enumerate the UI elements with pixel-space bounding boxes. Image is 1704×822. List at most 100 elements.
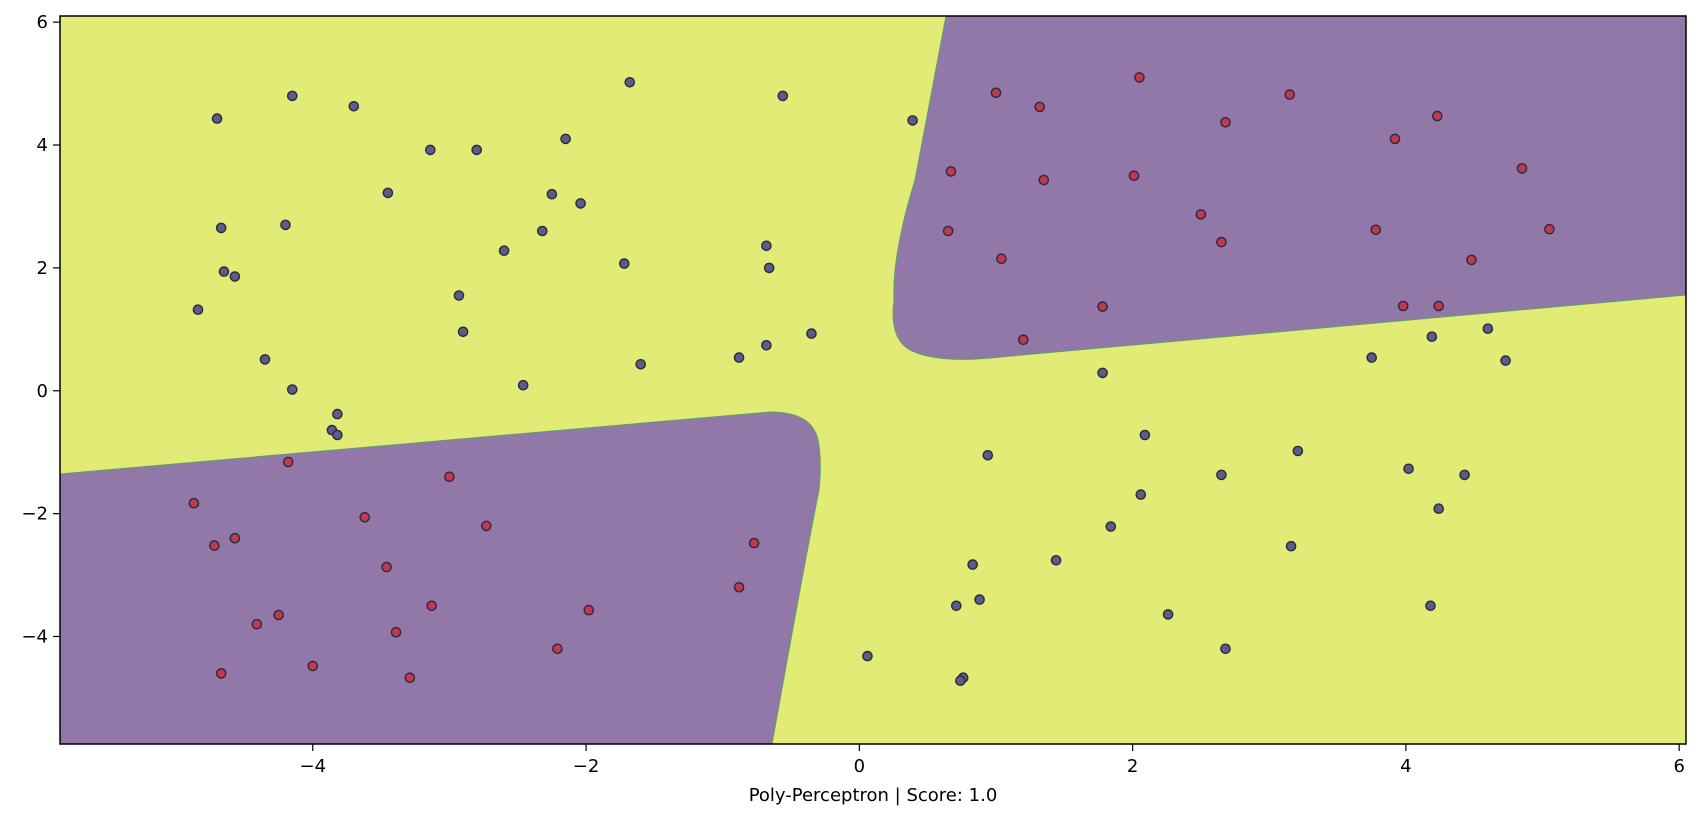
point-blue-37 (1500, 355, 1511, 366)
positive-class-region-upper-right (892, 16, 1686, 360)
point-blue-13 (280, 219, 291, 231)
point-red-32 (426, 600, 438, 612)
point-blue-47 (1105, 521, 1117, 532)
point-blue-30 (286, 384, 298, 395)
point-red-39 (215, 668, 227, 679)
point-blue-18 (763, 262, 775, 274)
y-tick-label: 4 (37, 135, 48, 156)
point-blue-35 (1482, 323, 1494, 335)
point-red-17 (1466, 254, 1477, 266)
point-blue-28 (635, 358, 647, 370)
point-red-22 (282, 456, 294, 468)
point-red-1 (1134, 72, 1145, 83)
point-red-3 (1034, 101, 1045, 113)
point-red-23 (444, 471, 455, 483)
point-blue-54 (1162, 609, 1174, 620)
point-blue-33 (332, 429, 343, 441)
point-blue-2 (348, 101, 360, 112)
point-blue-15 (761, 240, 772, 252)
point-red-37 (552, 643, 563, 655)
x-tick-label: −4 (300, 756, 327, 777)
point-red-24 (188, 497, 200, 509)
point-blue-16 (498, 245, 510, 256)
point-blue-51 (974, 594, 985, 605)
point-red-10 (1128, 170, 1140, 181)
point-blue-1 (211, 113, 223, 124)
point-red-20 (1433, 300, 1444, 312)
point-blue-41 (982, 449, 994, 461)
series-blue (192, 77, 1511, 687)
point-blue-3 (624, 77, 636, 88)
point-blue-38 (1097, 367, 1108, 379)
x-axis: −4 −2 0 2 4 6 (300, 744, 1685, 777)
point-blue-31 (332, 408, 343, 420)
point-red-30 (381, 561, 392, 573)
point-blue-20 (229, 271, 241, 282)
point-red-2 (1284, 89, 1295, 100)
point-red-26 (480, 520, 492, 532)
point-red-4 (1220, 117, 1231, 128)
point-blue-58 (955, 675, 966, 687)
point-blue-40 (1292, 445, 1304, 457)
point-blue-48 (1285, 540, 1297, 552)
point-red-18 (1097, 301, 1108, 312)
point-red-5 (1432, 110, 1443, 122)
point-red-28 (209, 540, 220, 551)
point-blue-19 (218, 266, 230, 277)
point-red-40 (404, 672, 416, 684)
point-blue-34 (1366, 352, 1377, 363)
point-blue-9 (382, 187, 394, 199)
y-tick-label: 6 (37, 12, 48, 33)
point-blue-44 (1459, 469, 1470, 481)
x-tick-label: −2 (573, 756, 600, 777)
point-blue-29 (517, 379, 529, 391)
point-red-11 (1195, 209, 1207, 220)
point-blue-46 (1433, 503, 1444, 515)
point-red-34 (273, 609, 284, 621)
point-red-38 (307, 660, 319, 672)
point-blue-56 (862, 650, 873, 662)
point-red-13 (1544, 223, 1555, 235)
point-red-19 (1397, 300, 1409, 312)
point-blue-7 (471, 144, 483, 156)
point-blue-12 (215, 222, 227, 234)
y-axis: −4 −2 0 2 4 6 (21, 12, 60, 647)
point-red-29 (748, 537, 760, 549)
point-blue-0 (286, 90, 298, 102)
point-red-35 (251, 618, 263, 630)
point-blue-50 (967, 559, 979, 570)
point-red-14 (942, 225, 954, 237)
y-tick-label: 0 (37, 381, 48, 402)
point-red-9 (1038, 174, 1050, 186)
x-axis-label: Poly-Perceptron | Score: 1.0 (749, 785, 998, 806)
point-red-33 (583, 604, 595, 616)
point-blue-36 (1426, 331, 1438, 343)
point-blue-5 (907, 115, 918, 126)
point-red-21 (1018, 334, 1029, 346)
point-blue-24 (806, 328, 817, 339)
point-blue-6 (424, 144, 436, 156)
y-tick-label: 2 (37, 258, 48, 279)
point-blue-17 (619, 258, 630, 269)
point-blue-53 (1425, 600, 1436, 612)
point-red-15 (1216, 236, 1227, 248)
point-blue-8 (560, 133, 571, 145)
point-blue-27 (259, 354, 271, 365)
point-red-7 (1516, 163, 1528, 174)
point-red-31 (733, 582, 745, 593)
point-blue-43 (1216, 469, 1227, 481)
point-red-27 (229, 532, 241, 544)
point-blue-25 (733, 352, 745, 363)
point-red-36 (390, 626, 402, 638)
point-red-0 (990, 87, 1002, 99)
positive-class-region-lower-left (60, 411, 821, 744)
point-blue-45 (1135, 489, 1147, 500)
y-tick-label: −4 (21, 626, 48, 647)
y-tick-label: −2 (21, 504, 48, 525)
point-red-8 (945, 166, 957, 177)
x-tick-label: 0 (854, 756, 865, 777)
point-red-12 (1370, 224, 1382, 236)
x-tick-label: 2 (1127, 756, 1138, 777)
point-blue-39 (1139, 429, 1151, 441)
point-blue-11 (575, 198, 586, 209)
